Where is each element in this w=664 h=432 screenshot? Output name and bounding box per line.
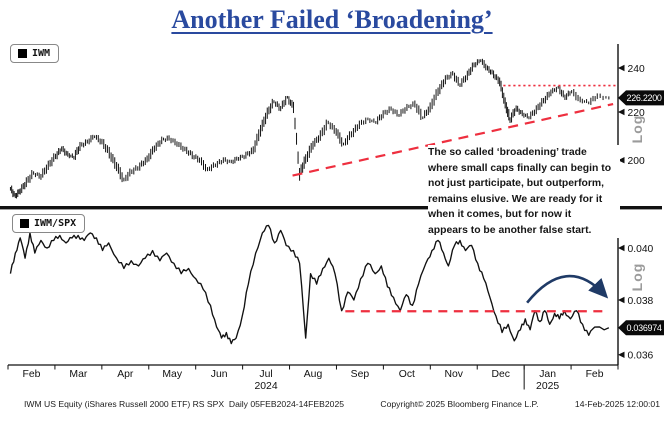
footer-timestamp: 14-Feb-2025 12:00:01 [574, 399, 660, 409]
y-tick-icon [618, 108, 625, 116]
x-axis-month-label: Feb [586, 369, 604, 380]
footer-security-info: IWM US Equity (iShares Russell 2000 ETF)… [24, 399, 345, 409]
y-tick-icon [618, 64, 625, 72]
panel-divider [0, 206, 662, 210]
y-tick-icon [618, 157, 625, 164]
legend-iwm-spx[interactable]: IWM/SPX [12, 214, 86, 233]
x-axis-month-label: Jul [259, 369, 272, 380]
series-swatch-icon [20, 219, 29, 228]
y-tick-label: 240 [628, 64, 645, 75]
log-scale-label-bottom: Log [629, 262, 645, 292]
legend-iwm[interactable]: IWM [10, 44, 60, 63]
last-price-tag: 0.036974 [618, 320, 664, 336]
x-axis-month-label: Dec [491, 369, 509, 380]
y-tick-label: 220 [628, 108, 645, 119]
x-axis-month-label: Jun [211, 369, 228, 380]
legend-iwm-label: IWM [32, 48, 51, 59]
x-axis-year-label: 2024 [255, 381, 278, 392]
x-axis-month-label: Oct [399, 369, 415, 380]
svg-text:0.036974: 0.036974 [627, 323, 662, 333]
rising-trendline [292, 102, 614, 177]
footer: IWM US Equity (iShares Russell 2000 ETF)… [24, 399, 660, 409]
x-axis-year-label: 2025 [536, 381, 559, 392]
iwm-spx-ratio-series [9, 224, 610, 345]
x-axis-month-label: Jan [539, 369, 556, 380]
page-title: Another Failed ‘Broadening’ [171, 5, 493, 34]
y-tick-label: 0.040 [628, 244, 654, 255]
x-axis-month-label: Aug [304, 369, 323, 380]
x-axis-month-label: Sep [351, 369, 370, 380]
svg-text:226.2200: 226.2200 [627, 93, 662, 103]
y-tick-label: 0.036 [628, 351, 654, 362]
x-axis-month-label: Feb [23, 369, 41, 380]
series-swatch-icon [18, 49, 27, 58]
last-price-tag: 226.2200 [618, 90, 664, 106]
y-tick-label: 0.038 [628, 296, 654, 307]
x-axis-month-label: Apr [117, 369, 134, 380]
y-tick-label: 200 [628, 156, 645, 167]
log-scale-label-top: Log [629, 114, 645, 144]
legend-iwm-spx-label: IWM/SPX [34, 218, 77, 229]
y-tick-icon [618, 351, 625, 359]
iwm-price-series [9, 58, 610, 199]
footer-copyright: Copyright© 2025 Bloomberg Finance L.P. [380, 399, 539, 409]
y-tick-icon [618, 244, 625, 252]
rollover-arrow [526, 274, 609, 304]
x-axis-month-label: Nov [445, 369, 464, 380]
commentary-text-box: The so called ‘broadening’ trade where s… [428, 145, 620, 238]
x-axis-month-label: Mar [69, 369, 87, 380]
x-axis-month-label: May [162, 369, 182, 380]
y-tick-icon [618, 296, 625, 304]
